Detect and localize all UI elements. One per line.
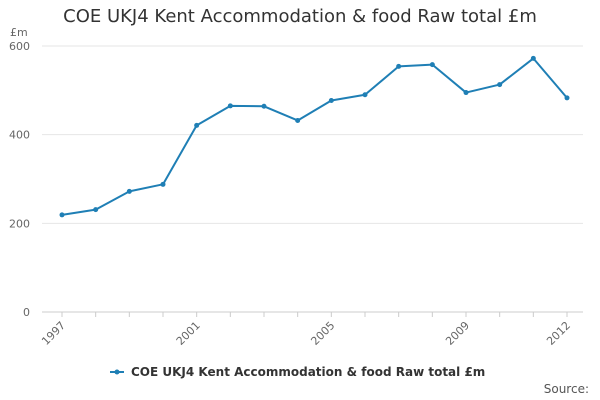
y-tick-label: 600 bbox=[9, 40, 30, 53]
data-point bbox=[126, 188, 132, 194]
y-tick-label: 400 bbox=[9, 129, 30, 142]
data-point bbox=[564, 95, 570, 101]
axis-layer: 0 200 400 600£m 1997 2001 2005 2009 2012 bbox=[9, 26, 573, 348]
data-point bbox=[497, 82, 503, 88]
x-tick-label: 2005 bbox=[308, 319, 337, 348]
data-point bbox=[530, 55, 536, 61]
y-tick-label: 0 bbox=[23, 306, 30, 319]
x-tick-label: 2001 bbox=[174, 319, 203, 348]
grid-layer bbox=[42, 45, 583, 313]
x-tick-label: 2009 bbox=[443, 319, 472, 348]
x-tick-label: 2012 bbox=[544, 319, 573, 348]
data-point bbox=[295, 117, 301, 123]
data-point bbox=[396, 63, 402, 69]
chart-title: COE UKJ4 Kent Accommodation & food Raw t… bbox=[63, 6, 537, 27]
data-point bbox=[93, 207, 99, 213]
data-point bbox=[463, 90, 469, 96]
data-point bbox=[362, 92, 368, 98]
data-point bbox=[261, 103, 267, 109]
data-point bbox=[328, 98, 334, 104]
x-tick-label: 1997 bbox=[39, 319, 68, 348]
data-point bbox=[227, 103, 233, 109]
source-label: Source: bbox=[544, 382, 589, 396]
legend: COE UKJ4 Kent Accommodation & food Raw t… bbox=[110, 365, 485, 379]
series-line bbox=[61, 57, 568, 216]
legend-label: COE UKJ4 Kent Accommodation & food Raw t… bbox=[131, 365, 485, 379]
data-point bbox=[194, 122, 200, 128]
series-layer bbox=[59, 55, 570, 218]
y-tick-label: 200 bbox=[9, 217, 30, 230]
data-point bbox=[429, 62, 435, 68]
data-point bbox=[59, 212, 65, 218]
y-axis-label: £m bbox=[10, 26, 28, 39]
data-point bbox=[160, 181, 166, 187]
legend-marker-dot bbox=[114, 369, 120, 375]
